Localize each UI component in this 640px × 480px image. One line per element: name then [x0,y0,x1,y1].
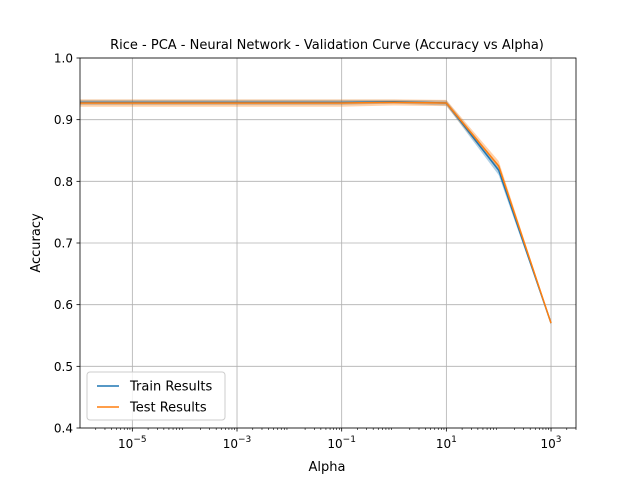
legend-label: Test Results [129,401,207,416]
series-lines [80,101,552,324]
x-tick-label: 10−1 [327,435,356,451]
std-band-train-results [80,99,552,325]
x-tick-label: 10−3 [223,435,252,451]
x-tick-label: 103 [541,435,562,451]
legend: Train Results Test Results [86,371,226,421]
y-tick-label: 0.4 [54,422,73,436]
y-tick-label: 0.8 [54,175,73,189]
legend-box [86,371,226,421]
axes [76,57,577,432]
y-axis-label: Accuracy [29,213,44,273]
x-tick-label: 10−5 [118,435,147,451]
legend-label: Train Results [129,380,212,395]
std-bands [80,99,552,325]
y-tick-label: 0.6 [54,298,73,312]
x-tick-label: 101 [436,435,457,451]
chart-title: Rice - PCA - Neural Network - Validation… [110,38,544,53]
x-axis-label: Alpha [309,460,346,475]
y-tick-label: 1.0 [54,52,73,66]
y-tick-label: 0.5 [54,360,73,374]
std-band-test-results [80,99,552,325]
series-line-test-results [80,101,552,324]
plot-frame [79,57,577,429]
y-tick-label: 0.7 [54,237,73,251]
y-tick-label: 0.9 [54,113,73,127]
tick-labels: 0.4 0.5 0.6 0.7 0.8 0.9 1.0 10−5 10−3 10−1 101 103 [54,52,562,452]
series-line-train-results [80,101,552,324]
